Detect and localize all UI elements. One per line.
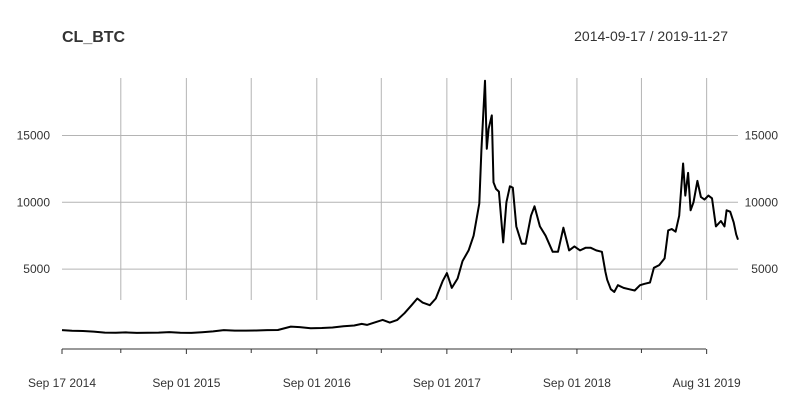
y-axis-right: 5000 10000 15000 bbox=[745, 128, 779, 276]
x-tick-label: Sep 01 2018 bbox=[543, 376, 611, 390]
x-tick-label: Sep 01 2016 bbox=[283, 376, 351, 390]
x-axis: Sep 17 2014 Sep 01 2015 Sep 01 2016 Sep 01 … bbox=[28, 348, 741, 390]
y-tick-label-left: 5000 bbox=[23, 262, 50, 276]
x-tick-label: Sep 01 2017 bbox=[413, 376, 481, 390]
y-tick-label-right: 5000 bbox=[751, 262, 778, 276]
date-range-label: 2014-09-17 / 2019-11-27 bbox=[574, 28, 728, 44]
grid bbox=[62, 78, 738, 300]
y-tick-label-right: 10000 bbox=[745, 195, 779, 209]
x-tick-label: Sep 17 2014 bbox=[28, 376, 96, 390]
y-tick-label-right: 15000 bbox=[745, 128, 779, 142]
x-tick-label: Aug 31 2019 bbox=[673, 376, 741, 390]
y-tick-label-left: 15000 bbox=[17, 128, 51, 142]
series-line bbox=[61, 79, 739, 334]
y-tick-label-left: 10000 bbox=[17, 195, 51, 209]
chart-title: CL_BTC bbox=[62, 29, 126, 46]
x-tick-label: Sep 01 2015 bbox=[152, 376, 220, 390]
y-axis-left: 5000 10000 15000 bbox=[17, 128, 51, 276]
